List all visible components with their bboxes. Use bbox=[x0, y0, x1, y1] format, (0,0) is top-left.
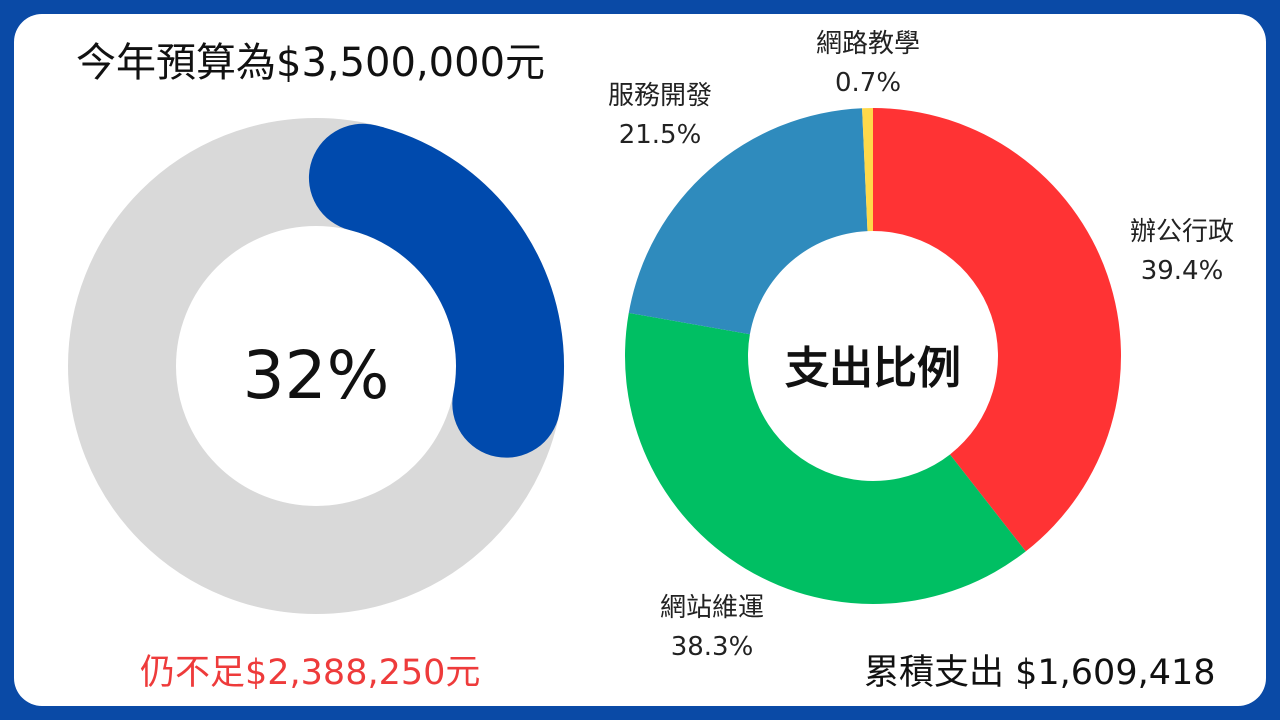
slice-value-4: 0.7% bbox=[835, 68, 901, 98]
slice-label-3: 服務開發 bbox=[608, 81, 712, 111]
progress-arc bbox=[308, 123, 564, 458]
slice-label-1: 辦公行政 bbox=[1130, 217, 1234, 247]
expense-donut: 支出比例 辦公行政 39.4% 網站維運 38.3% 服務開發 21.5% 網路教學 0.7% bbox=[608, 29, 1234, 662]
slice-label-2: 網站維運 bbox=[660, 593, 764, 623]
slice-value-3: 21.5% bbox=[619, 120, 702, 150]
progress-donut: 32% bbox=[68, 118, 564, 614]
cumulative-expense-text: 累積支出 $1,609,418 bbox=[864, 653, 1216, 693]
slice-value-1: 39.4% bbox=[1141, 256, 1224, 286]
slice-label-4: 網路教學 bbox=[816, 29, 920, 59]
shortfall-text: 仍不足$2,388,250元 bbox=[140, 653, 481, 693]
progress-center-label: 32% bbox=[243, 337, 390, 414]
slice-4 bbox=[862, 108, 873, 232]
slice-1 bbox=[873, 108, 1121, 552]
slice-3 bbox=[628, 108, 868, 335]
slice-value-2: 38.3% bbox=[671, 632, 754, 662]
expense-donut-title: 支出比例 bbox=[785, 343, 961, 394]
slice-2 bbox=[625, 312, 1026, 604]
budget-title: 今年預算為$3,500,000元 bbox=[76, 40, 546, 86]
